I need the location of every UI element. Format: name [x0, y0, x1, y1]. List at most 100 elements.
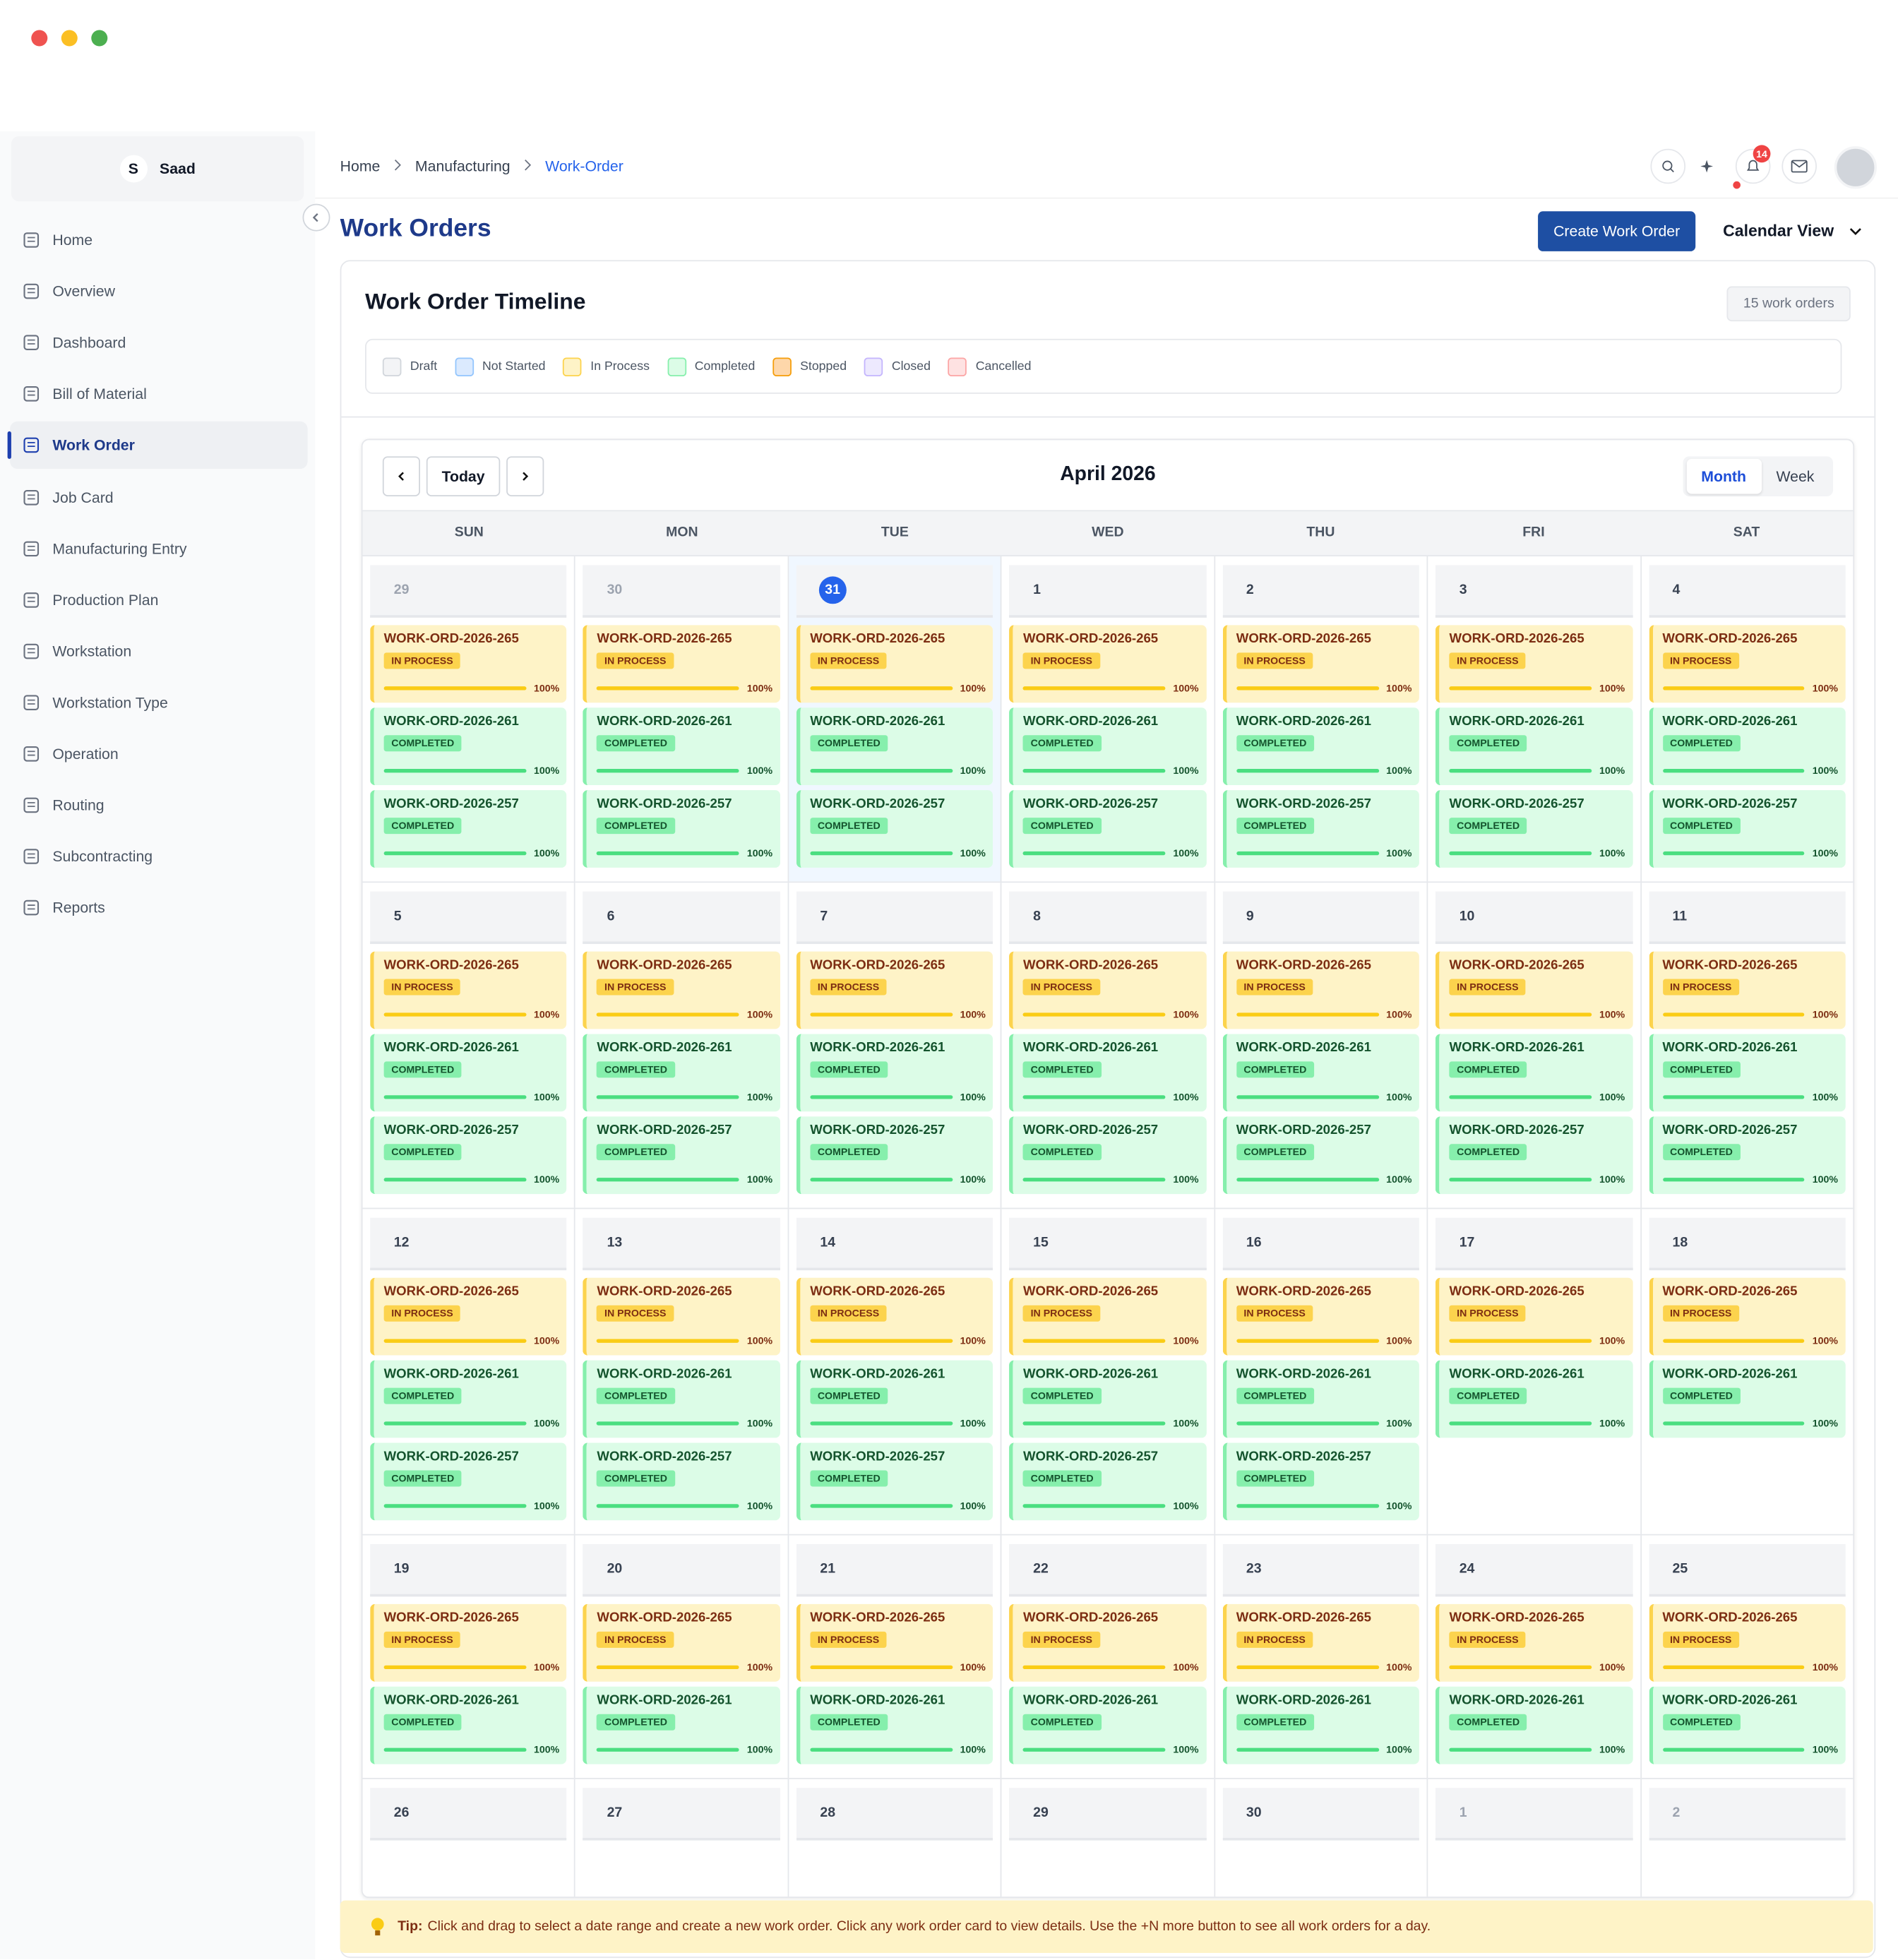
nav-item[interactable]: Bill of Material: [10, 371, 307, 418]
work-order-card[interactable]: WORK-ORD-2026-265In Process100%: [1222, 1278, 1419, 1356]
work-order-card[interactable]: WORK-ORD-2026-257Completed100%: [796, 1116, 993, 1194]
work-order-card[interactable]: WORK-ORD-2026-257Completed100%: [1436, 1116, 1633, 1194]
day-cell[interactable]: 30WORK-ORD-2026-265In Process100%WORK-OR…: [575, 556, 789, 881]
user-switcher[interactable]: S Saad: [11, 136, 304, 201]
profile-avatar[interactable]: [1834, 146, 1877, 189]
work-order-card[interactable]: WORK-ORD-2026-261Completed100%: [1010, 707, 1207, 785]
work-order-card[interactable]: WORK-ORD-2026-265In Process100%: [1436, 625, 1633, 703]
work-order-card[interactable]: WORK-ORD-2026-265In Process100%: [1436, 1278, 1633, 1356]
work-order-card[interactable]: WORK-ORD-2026-261Completed100%: [583, 1034, 780, 1111]
work-order-card[interactable]: WORK-ORD-2026-261Completed100%: [796, 707, 993, 785]
day-cell[interactable]: 30: [1215, 1779, 1428, 1896]
nav-item[interactable]: Production Plan: [10, 576, 307, 623]
day-cell[interactable]: 1: [1428, 1779, 1641, 1896]
work-order-card[interactable]: WORK-ORD-2026-261Completed100%: [1222, 1687, 1419, 1764]
work-order-card[interactable]: WORK-ORD-2026-261Completed100%: [1649, 1361, 1846, 1438]
nav-item[interactable]: Home: [10, 216, 307, 263]
day-cell[interactable]: 12WORK-ORD-2026-265In Process100%WORK-OR…: [363, 1209, 576, 1534]
day-cell[interactable]: 4WORK-ORD-2026-265In Process100%WORK-ORD…: [1641, 556, 1853, 881]
ai-button[interactable]: [1698, 156, 1718, 176]
window-minimize[interactable]: [61, 30, 78, 46]
day-cell[interactable]: 17WORK-ORD-2026-265In Process100%WORK-OR…: [1428, 1209, 1641, 1534]
work-order-card[interactable]: WORK-ORD-2026-261Completed100%: [370, 707, 567, 785]
work-order-card[interactable]: WORK-ORD-2026-257Completed100%: [1222, 790, 1419, 868]
work-order-card[interactable]: WORK-ORD-2026-265In Process100%: [1010, 952, 1207, 1029]
work-order-card[interactable]: WORK-ORD-2026-261Completed100%: [796, 1361, 993, 1438]
work-order-card[interactable]: WORK-ORD-2026-261Completed100%: [370, 1034, 567, 1111]
work-order-card[interactable]: WORK-ORD-2026-261Completed100%: [583, 1687, 780, 1764]
work-order-card[interactable]: WORK-ORD-2026-257Completed100%: [1222, 1443, 1419, 1521]
view-option[interactable]: Month: [1686, 459, 1761, 494]
nav-item[interactable]: Dashboard: [10, 319, 307, 366]
work-order-card[interactable]: WORK-ORD-2026-265In Process100%: [370, 625, 567, 703]
day-cell[interactable]: 31WORK-ORD-2026-265In Process100%WORK-OR…: [789, 556, 1002, 881]
work-order-card[interactable]: WORK-ORD-2026-265In Process100%: [1222, 1604, 1419, 1682]
day-cell[interactable]: 8WORK-ORD-2026-265In Process100%WORK-ORD…: [1002, 883, 1215, 1207]
work-order-card[interactable]: WORK-ORD-2026-261Completed100%: [1010, 1687, 1207, 1764]
nav-item[interactable]: Workstation Type: [10, 679, 307, 726]
work-order-card[interactable]: WORK-ORD-2026-261Completed100%: [1222, 707, 1419, 785]
nav-item[interactable]: Workstation: [10, 628, 307, 675]
nav-item[interactable]: Operation: [10, 730, 307, 777]
work-order-card[interactable]: WORK-ORD-2026-257Completed100%: [583, 790, 780, 868]
work-order-card[interactable]: WORK-ORD-2026-265In Process100%: [1436, 1604, 1633, 1682]
work-order-card[interactable]: WORK-ORD-2026-257Completed100%: [1010, 790, 1207, 868]
work-order-card[interactable]: WORK-ORD-2026-257Completed100%: [1649, 1116, 1846, 1194]
day-cell[interactable]: 5WORK-ORD-2026-265In Process100%WORK-ORD…: [363, 883, 576, 1207]
work-order-card[interactable]: WORK-ORD-2026-265In Process100%: [796, 1278, 993, 1356]
work-order-card[interactable]: WORK-ORD-2026-261Completed100%: [370, 1361, 567, 1438]
work-order-card[interactable]: WORK-ORD-2026-257Completed100%: [370, 1116, 567, 1194]
work-order-card[interactable]: WORK-ORD-2026-261Completed100%: [1649, 1034, 1846, 1111]
work-order-card[interactable]: WORK-ORD-2026-257Completed100%: [1436, 790, 1633, 868]
day-cell[interactable]: 6WORK-ORD-2026-265In Process100%WORK-ORD…: [575, 883, 789, 1207]
day-cell[interactable]: 7WORK-ORD-2026-265In Process100%WORK-ORD…: [789, 883, 1002, 1207]
work-order-card[interactable]: WORK-ORD-2026-265In Process100%: [583, 952, 780, 1029]
day-cell[interactable]: 26: [363, 1779, 576, 1896]
day-cell[interactable]: 20WORK-ORD-2026-265In Process100%WORK-OR…: [575, 1536, 789, 1779]
work-order-card[interactable]: WORK-ORD-2026-261Completed100%: [1436, 707, 1633, 785]
day-cell[interactable]: 28: [789, 1779, 1002, 1896]
work-order-card[interactable]: WORK-ORD-2026-265In Process100%: [1010, 625, 1207, 703]
day-cell[interactable]: 1WORK-ORD-2026-265In Process100%WORK-ORD…: [1002, 556, 1215, 881]
crumb[interactable]: Home: [340, 157, 381, 175]
view-select[interactable]: Calendar View: [1723, 221, 1861, 240]
work-order-card[interactable]: WORK-ORD-2026-257Completed100%: [370, 790, 567, 868]
work-order-card[interactable]: WORK-ORD-2026-265In Process100%: [583, 1278, 780, 1356]
work-order-card[interactable]: WORK-ORD-2026-265In Process100%: [796, 952, 993, 1029]
day-cell[interactable]: 9WORK-ORD-2026-265In Process100%WORK-ORD…: [1215, 883, 1428, 1207]
day-cell[interactable]: 18WORK-ORD-2026-265In Process100%WORK-OR…: [1641, 1209, 1853, 1534]
nav-item[interactable]: Reports: [10, 884, 307, 931]
nav-item[interactable]: Subcontracting: [10, 833, 307, 880]
nav-item[interactable]: Overview: [10, 268, 307, 315]
day-cell[interactable]: 23WORK-ORD-2026-265In Process100%WORK-OR…: [1215, 1536, 1428, 1779]
day-cell[interactable]: 29WORK-ORD-2026-265In Process100%WORK-OR…: [363, 556, 576, 881]
day-cell[interactable]: 16WORK-ORD-2026-265In Process100%WORK-OR…: [1215, 1209, 1428, 1534]
work-order-card[interactable]: WORK-ORD-2026-265In Process100%: [1010, 1278, 1207, 1356]
mail-button[interactable]: [1781, 149, 1817, 184]
day-cell[interactable]: 19WORK-ORD-2026-265In Process100%WORK-OR…: [363, 1536, 576, 1779]
work-order-card[interactable]: WORK-ORD-2026-265In Process100%: [796, 625, 993, 703]
work-order-card[interactable]: WORK-ORD-2026-257Completed100%: [796, 1443, 993, 1521]
work-order-card[interactable]: WORK-ORD-2026-261Completed100%: [1436, 1687, 1633, 1764]
work-order-card[interactable]: WORK-ORD-2026-261Completed100%: [1649, 1687, 1846, 1764]
day-cell[interactable]: 10WORK-ORD-2026-265In Process100%WORK-OR…: [1428, 883, 1641, 1207]
nav-item[interactable]: Work Order: [10, 422, 307, 469]
work-order-card[interactable]: WORK-ORD-2026-265In Process100%: [1649, 625, 1846, 703]
work-order-card[interactable]: WORK-ORD-2026-265In Process100%: [1436, 952, 1633, 1029]
work-order-card[interactable]: WORK-ORD-2026-265In Process100%: [583, 625, 780, 703]
work-order-card[interactable]: WORK-ORD-2026-261Completed100%: [796, 1687, 993, 1764]
day-cell[interactable]: 3WORK-ORD-2026-265In Process100%WORK-ORD…: [1428, 556, 1641, 881]
day-cell[interactable]: 27: [575, 1779, 789, 1896]
work-order-card[interactable]: WORK-ORD-2026-257Completed100%: [583, 1116, 780, 1194]
work-order-card[interactable]: WORK-ORD-2026-265In Process100%: [370, 952, 567, 1029]
day-cell[interactable]: 24WORK-ORD-2026-265In Process100%WORK-OR…: [1428, 1536, 1641, 1779]
work-order-card[interactable]: WORK-ORD-2026-265In Process100%: [370, 1604, 567, 1682]
day-cell[interactable]: 29: [1002, 1779, 1215, 1896]
work-order-card[interactable]: WORK-ORD-2026-261Completed100%: [1222, 1034, 1419, 1111]
work-order-card[interactable]: WORK-ORD-2026-261Completed100%: [1010, 1361, 1207, 1438]
work-order-card[interactable]: WORK-ORD-2026-265In Process100%: [796, 1604, 993, 1682]
work-order-card[interactable]: WORK-ORD-2026-265In Process100%: [1649, 1604, 1846, 1682]
work-order-card[interactable]: WORK-ORD-2026-265In Process100%: [1010, 1604, 1207, 1682]
window-zoom[interactable]: [91, 30, 107, 46]
nav-item[interactable]: Job Card: [10, 473, 307, 520]
